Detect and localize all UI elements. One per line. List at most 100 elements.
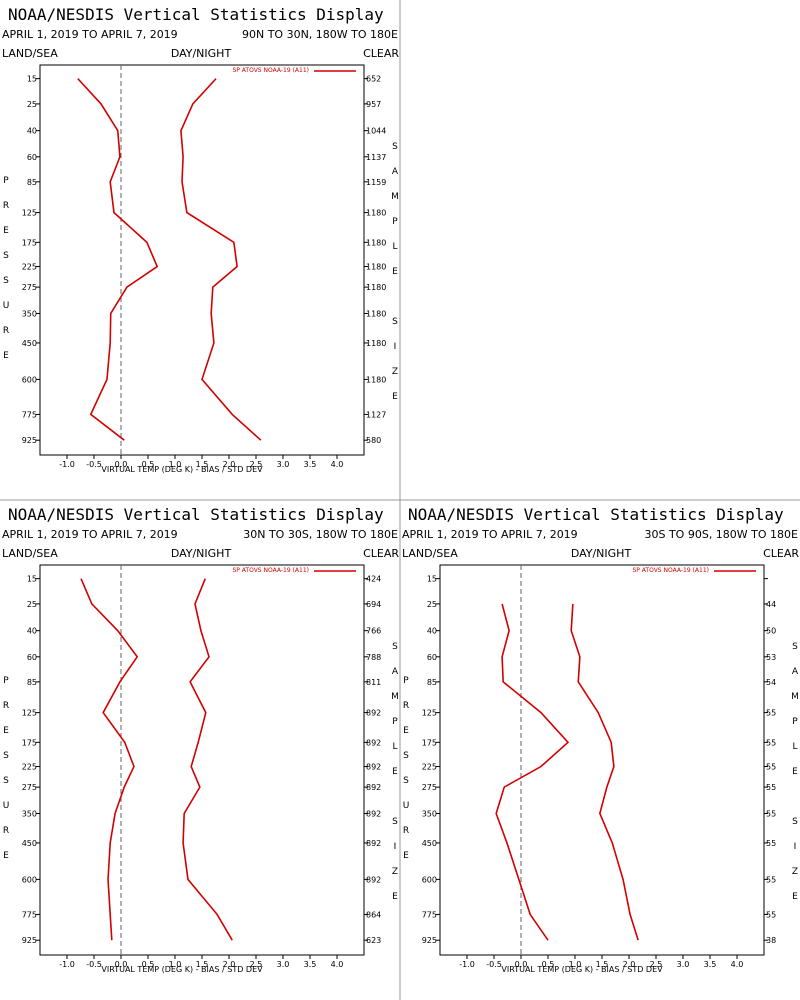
x-tick-label: 1.0 — [169, 460, 182, 469]
y-tick-label: 25 — [427, 600, 437, 609]
panel: NOAA/NESDIS Vertical Statistics Display A… — [1, 5, 400, 474]
y-tick-label: 15 — [427, 575, 437, 584]
y-tick-label: 25 — [27, 100, 37, 109]
x-tick-label: -1.0 — [59, 960, 75, 969]
region: 30N TO 30S, 180W TO 180E — [243, 528, 398, 541]
panel: NOAA/NESDIS Vertical Statistics Display A… — [401, 505, 800, 974]
x-tick-label: 1.5 — [196, 460, 209, 469]
surface-label: LAND/SEA — [402, 547, 458, 560]
x-tick-label: 1.5 — [596, 960, 609, 969]
x-tick-label: 3.0 — [277, 460, 290, 469]
x-axis-label: VIRTUAL TEMP (DEG K) - BIAS / STD DEV — [501, 965, 663, 974]
x-axis-label: VIRTUAL TEMP (DEG K) - BIAS / STD DEV — [101, 465, 263, 474]
sample-size: 1180 — [366, 339, 386, 348]
sample-size: 55 — [766, 709, 776, 718]
sample-size: 55 — [766, 839, 776, 848]
sample-size: 1180 — [366, 375, 386, 384]
sample-size: 811 — [366, 678, 381, 687]
sample-size: 1180 — [366, 283, 386, 292]
y-tick-label: 925 — [22, 936, 37, 945]
x-tick-label: 3.5 — [704, 960, 717, 969]
y-tick-label: 40 — [27, 127, 37, 136]
y-tick-label: 15 — [27, 575, 37, 584]
subtitle: APRIL 1, 2019 TO APRIL 7, 2019 — [402, 528, 578, 541]
sample-size: 44 — [766, 600, 776, 609]
sample-size: 55 — [766, 910, 776, 919]
y2-axis-label: SAMPLE SIZE — [790, 642, 800, 917]
sample-size: 55 — [766, 783, 776, 792]
x-tick-label: 1.5 — [196, 960, 209, 969]
x-tick-label: 4.0 — [331, 460, 344, 469]
plot-frame — [39, 64, 365, 456]
y-tick-label: 60 — [27, 653, 37, 662]
sky-label: CLEAR — [363, 47, 399, 60]
x-tick-label: 1.0 — [569, 960, 582, 969]
plot-frame — [439, 564, 765, 956]
y-tick-label: 175 — [22, 738, 37, 747]
x-tick-label: 4.0 — [331, 960, 344, 969]
x-tick-label: 0.5 — [142, 960, 155, 969]
x-tick-label: 3.0 — [677, 960, 690, 969]
y-tick-label: 600 — [22, 875, 37, 884]
y2-axis-label: SAMPLE SIZE — [390, 642, 400, 917]
subtitle: APRIL 1, 2019 TO APRIL 7, 2019 — [2, 28, 178, 41]
x-tick-label: 0.5 — [142, 460, 155, 469]
y-tick-label: 600 — [22, 375, 37, 384]
sky-label: CLEAR — [763, 547, 799, 560]
surface-label: LAND/SEA — [2, 47, 58, 60]
bias-line — [495, 603, 570, 941]
y-tick-label: 225 — [22, 763, 37, 772]
y-tick-label: 85 — [27, 678, 37, 687]
legend-label: SP ATOVS NOAA-19 (A11) — [232, 67, 309, 74]
sample-size: 1159 — [366, 178, 386, 187]
x-tick-label: 0.0 — [515, 960, 528, 969]
y-tick-label: 450 — [422, 839, 437, 848]
time-label: DAY/NIGHT — [171, 47, 232, 60]
y-tick-label: 15 — [27, 75, 37, 84]
time-label: DAY/NIGHT — [171, 547, 232, 560]
sample-size: 55 — [766, 875, 776, 884]
subtitle: APRIL 1, 2019 TO APRIL 7, 2019 — [2, 528, 178, 541]
sample-size: 864 — [366, 910, 381, 919]
y-tick-label: 275 — [22, 283, 37, 292]
sample-size: 54 — [766, 678, 776, 687]
y-tick-label: 125 — [422, 709, 437, 718]
legend-label: SP ATOVS NOAA-19 (A11) — [232, 567, 309, 574]
x-tick-label: 1.0 — [169, 960, 182, 969]
panel: NOAA/NESDIS Vertical Statistics Display A… — [1, 505, 400, 974]
x-tick-label: 3.5 — [304, 960, 317, 969]
y-tick-label: 60 — [427, 653, 437, 662]
sample-size: 1180 — [366, 209, 386, 218]
sample-size: 580 — [366, 436, 381, 445]
title: NOAA/NESDIS Vertical Statistics Display — [8, 5, 384, 24]
time-label: DAY/NIGHT — [571, 547, 632, 560]
y-tick-label: 60 — [27, 153, 37, 162]
y-tick-label: 350 — [22, 809, 37, 818]
y-tick-label: 175 — [422, 738, 437, 747]
sample-size: 50 — [766, 627, 776, 636]
x-tick-label: -0.5 — [86, 960, 102, 969]
title: NOAA/NESDIS Vertical Statistics Display — [8, 505, 384, 524]
x-tick-label: 2.5 — [250, 460, 263, 469]
sample-size: 652 — [366, 75, 381, 84]
std-dev-line — [180, 78, 262, 441]
y-tick-label: 350 — [22, 309, 37, 318]
sample-size: 1137 — [366, 153, 386, 162]
sample-size: 1127 — [366, 410, 386, 419]
x-tick-label: 0.0 — [115, 460, 128, 469]
y-tick-label: 125 — [22, 709, 37, 718]
y-tick-label: 85 — [427, 678, 437, 687]
sample-size: 623 — [366, 936, 381, 945]
x-tick-label: 2.5 — [250, 960, 263, 969]
y-tick-label: 225 — [22, 263, 37, 272]
sample-size: 55 — [766, 738, 776, 747]
sample-size: 892 — [366, 783, 381, 792]
y-tick-label: 350 — [422, 809, 437, 818]
title: NOAA/NESDIS Vertical Statistics Display — [408, 505, 784, 524]
sample-size: 1180 — [366, 263, 386, 272]
sample-size: 788 — [366, 653, 381, 662]
y-tick-label: 450 — [22, 339, 37, 348]
y-tick-label: 450 — [22, 839, 37, 848]
y-tick-label: 25 — [27, 600, 37, 609]
